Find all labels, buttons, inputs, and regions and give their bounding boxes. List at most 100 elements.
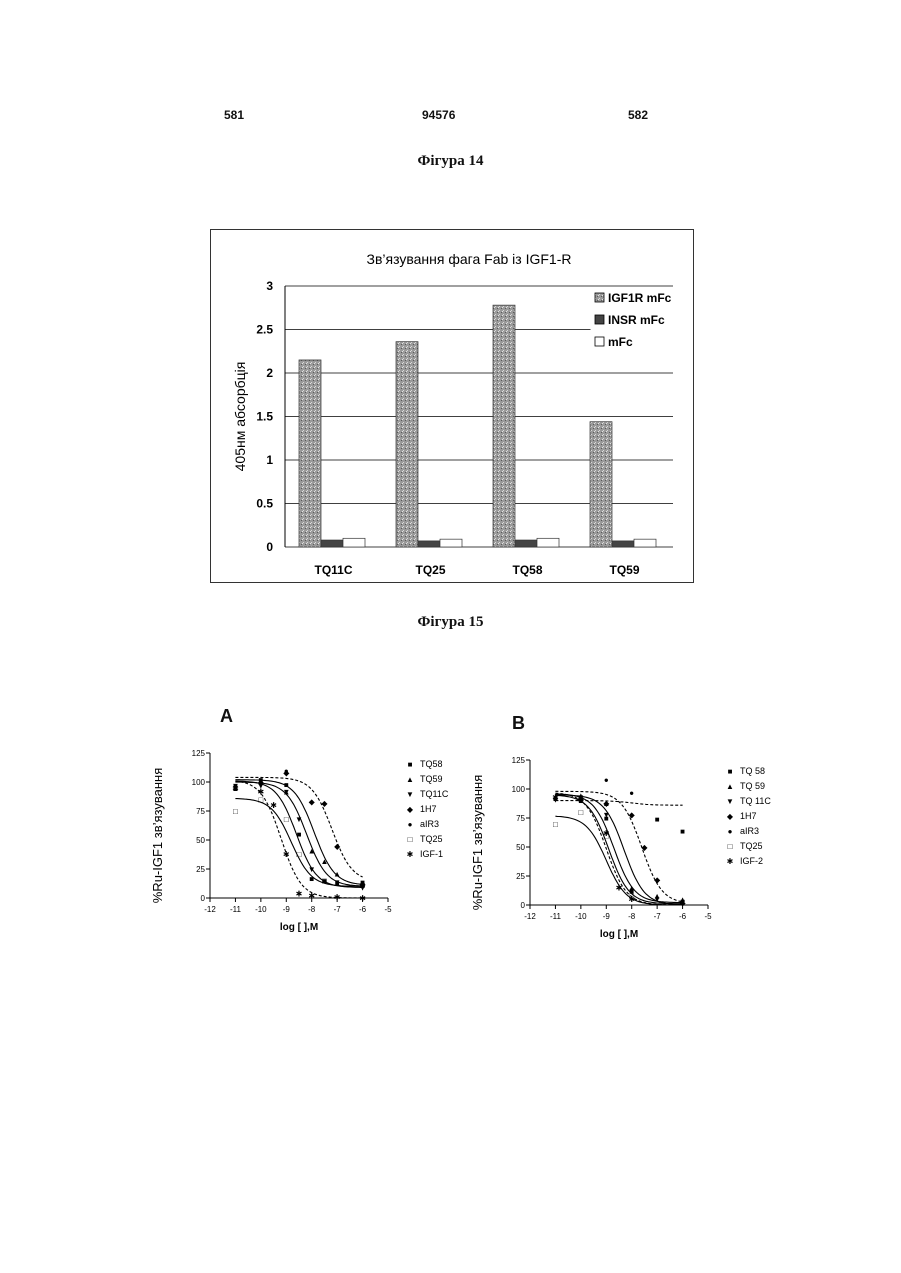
y-tick-label: 125: [192, 749, 206, 758]
legend-marker: ●: [408, 820, 413, 829]
y-tick-label: 3: [266, 279, 273, 293]
data-point: ✱: [296, 889, 303, 898]
data-point: ✱: [578, 795, 585, 804]
figure14-bar-chart: Зв’язування фага Fab із IGF1-R 0 0.5 1 1.5 2 2…: [211, 230, 693, 582]
fit-curve: [235, 799, 362, 887]
y-axis-label: %Ru-IGF1 зв’язування: [470, 775, 485, 911]
data-point: □: [578, 808, 583, 817]
bar-insr-mfc: [515, 540, 537, 547]
legend-marker: ▼: [406, 790, 414, 799]
bar-mfc: [634, 539, 656, 547]
data-point: □: [322, 877, 327, 886]
legend-label: TQ 58: [740, 766, 765, 776]
data-point: ✱: [258, 787, 265, 796]
legend-label: INSR mFc: [608, 313, 665, 327]
bar-igf1r-mfc: [299, 360, 321, 547]
data-point: ▲: [320, 857, 328, 866]
x-tick-label: -5: [704, 912, 712, 921]
panel-b-chart: 0255075100125-12-11-10-9-8-7-6-5log [ ],…: [460, 752, 790, 962]
data-point: ✱: [552, 793, 559, 802]
legend-label: IGF1R mFc: [608, 291, 672, 305]
legend-label: aIR3: [420, 819, 439, 829]
data-point: ▼: [653, 895, 661, 904]
x-axis-label: log [ ],M: [280, 922, 318, 933]
legend-marker: ✱: [727, 857, 734, 866]
x-tick-label: -12: [204, 905, 216, 914]
legend-marker: ●: [728, 827, 733, 836]
data-point: ✱: [270, 801, 277, 810]
x-tick-label: -7: [654, 912, 662, 921]
data-point: ◆: [654, 875, 661, 884]
legend-marker: ◆: [727, 812, 734, 821]
legend-label: TQ11C: [420, 789, 449, 799]
y-tick-label: 50: [516, 843, 525, 852]
legend-label: TQ 59: [740, 781, 765, 791]
y-tick-label: 0: [201, 894, 206, 903]
bar-igf1r-mfc: [590, 422, 612, 547]
data-point: ●: [284, 766, 289, 775]
y-tick-label: 0.5: [256, 497, 273, 511]
right-page-number: 582: [628, 108, 648, 122]
data-point: ◆: [258, 778, 265, 787]
left-page-number: 581: [224, 108, 244, 122]
data-point: ✱: [628, 895, 635, 904]
x-tick-label: -6: [359, 905, 367, 914]
legend-label: TQ25: [420, 834, 443, 844]
y-tick-label: 2: [266, 366, 273, 380]
legend-label: TQ59: [420, 774, 443, 784]
y-tick-label: 50: [196, 836, 205, 845]
x-tick-label: -10: [575, 912, 587, 921]
data-point: ◆: [603, 799, 610, 808]
bar-insr-mfc: [418, 541, 440, 547]
data-point: □: [553, 820, 558, 829]
x-category-label: TQ59: [609, 563, 639, 577]
y-tick-label: 75: [516, 814, 525, 823]
panel-b-letter: B: [512, 713, 525, 734]
legend-swatch: [595, 337, 604, 346]
figure14-chart-frame: Зв’язування фага Fab із IGF1-R 0 0.5 1 1.5 2 2…: [210, 229, 694, 583]
legend-swatch: [595, 293, 604, 302]
data-point: ✱: [334, 893, 341, 902]
y-tick-label: 0: [521, 901, 526, 910]
data-point: ■: [680, 827, 685, 836]
y-axis-label: 405нм абсорбція: [232, 362, 248, 472]
legend-marker: ✱: [407, 850, 414, 859]
x-tick-label: -11: [230, 905, 242, 914]
x-tick-label: -12: [524, 912, 536, 921]
legend-label: IGF-1: [420, 849, 443, 859]
legend-marker: ■: [728, 767, 733, 776]
y-tick-label: 1: [266, 453, 273, 467]
x-category-label: TQ58: [512, 563, 542, 577]
figure15-caption: Фігура 15: [0, 614, 901, 631]
x-tick-label: -8: [628, 912, 636, 921]
data-point: □: [360, 881, 365, 890]
y-tick-label: 25: [196, 865, 205, 874]
y-tick-label: 1.5: [256, 410, 273, 424]
legend-marker: ■: [408, 760, 413, 769]
data-point: ▲: [308, 846, 316, 855]
y-tick-label: 100: [512, 785, 526, 794]
y-tick-label: 2.5: [256, 323, 273, 337]
bar-insr-mfc: [321, 540, 343, 547]
legend-marker: ▼: [726, 797, 734, 806]
legend-label: TQ 11C: [740, 796, 771, 806]
panel-a-letter: A: [220, 706, 233, 727]
data-point: ▼: [295, 815, 303, 824]
y-tick-label: 25: [516, 872, 525, 881]
chart-title: Зв’язування фага Fab із IGF1-R: [367, 251, 572, 267]
data-point: ✱: [616, 884, 623, 893]
data-point: ✱: [603, 829, 610, 838]
bar-insr-mfc: [612, 541, 634, 547]
legend-label: IGF-2: [740, 856, 763, 866]
data-point: □: [284, 815, 289, 824]
data-point: ●: [604, 776, 609, 785]
y-tick-label: 0: [266, 540, 273, 554]
x-tick-label: -9: [603, 912, 611, 921]
data-point: ■: [655, 815, 660, 824]
data-point: ●: [629, 788, 634, 797]
bar-mfc: [440, 539, 462, 547]
x-tick-label: -10: [255, 905, 267, 914]
bar-mfc: [537, 538, 559, 547]
x-tick-label: -8: [308, 905, 316, 914]
data-point: □: [233, 807, 238, 816]
